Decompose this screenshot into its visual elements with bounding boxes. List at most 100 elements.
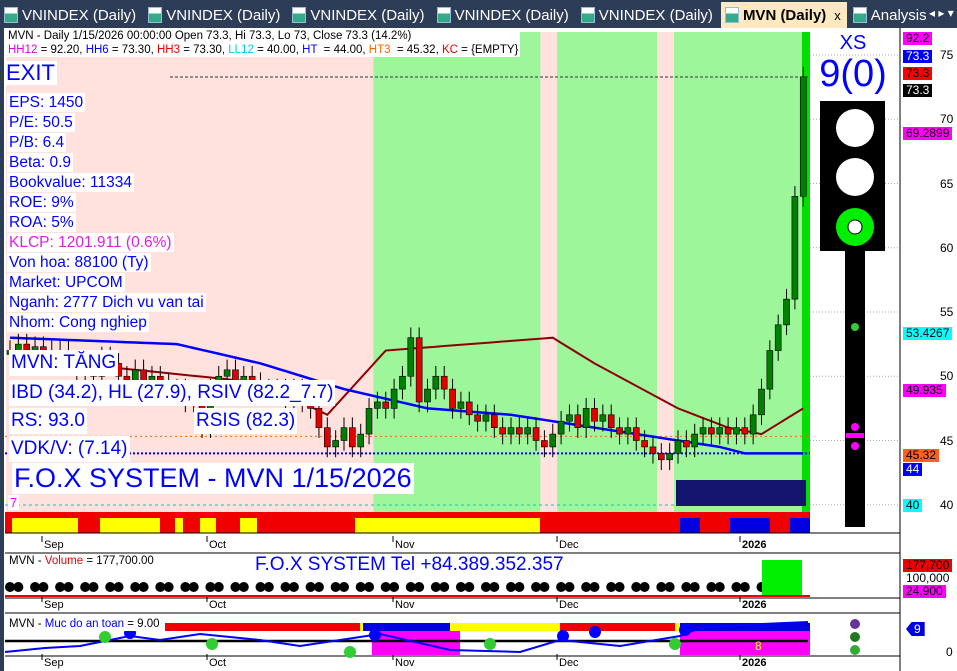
safety-name: Muc do an toan: [44, 618, 125, 630]
tab-6[interactable]: Analysis1: [849, 2, 926, 28]
volume-dot: [681, 582, 692, 592]
candle-body: [549, 433, 557, 448]
candle-body: [390, 388, 398, 409]
fundamental-item: Bookvalue: 11334: [7, 173, 134, 192]
volume-dot: [514, 582, 525, 592]
volume-dot: [238, 582, 249, 592]
candle-body: [499, 427, 506, 435]
safety-dot: [669, 638, 681, 650]
light-off: [836, 158, 874, 196]
candle-body: [524, 427, 532, 435]
candle-body: [332, 440, 339, 448]
time-label: Dec: [559, 599, 579, 611]
chart-icon: [580, 7, 595, 23]
rs-label: RS: 93.0: [9, 408, 87, 434]
time-label: Nov: [395, 657, 415, 669]
volume-dot: [455, 582, 466, 592]
fundamental-item: Beta: 0.9: [7, 153, 74, 172]
volume-dot: [739, 582, 750, 592]
tab-0[interactable]: VNINDEX (Daily): [0, 2, 142, 28]
price-tag: 69.2899: [903, 127, 953, 141]
candle-body: [749, 414, 757, 435]
safety-value: = 9.00: [124, 618, 160, 630]
signal-yellow: [100, 518, 160, 533]
price-tag: 53.4267: [903, 326, 953, 340]
close-tab-button[interactable]: x: [834, 7, 841, 23]
candle-body: [340, 427, 348, 441]
volume-dot: [88, 582, 99, 592]
fundamental-item: P/B: 6.4: [7, 133, 67, 152]
light-green-center: [847, 219, 863, 235]
time-label: 2026: [742, 657, 766, 669]
tab-4[interactable]: VNINDEX (Daily): [577, 2, 719, 28]
pole-dot: [851, 323, 859, 331]
price-tick: 50: [940, 369, 954, 384]
indicator-part: HT: [302, 44, 318, 56]
background-zone: [557, 32, 658, 512]
candle-body: [708, 427, 715, 435]
candle-body: [541, 440, 548, 448]
candle-body: [657, 453, 665, 461]
time-label: Oct: [209, 599, 226, 611]
time-label: Nov: [395, 599, 415, 611]
volume-dot: [439, 582, 450, 592]
candle-body: [791, 196, 799, 300]
candle-body: [357, 433, 365, 448]
tab-bar: VNINDEX (Daily) VNINDEX (Daily) VNINDEX (D…: [0, 0, 926, 28]
price-tick: 40: [940, 497, 954, 512]
volume-dot: [138, 582, 149, 592]
trend-label: MVN: TĂNG: [9, 350, 119, 376]
price-tag: 73.3: [903, 50, 933, 64]
signal-label: XS: [839, 32, 867, 54]
indicator-part: HH12: [8, 44, 38, 56]
volume-dot: [263, 582, 274, 592]
safety-label: MVN - Muc do an toan = 9.00: [7, 618, 162, 631]
small-counter: 7: [8, 495, 20, 510]
volume-tag: 24,900: [903, 585, 946, 598]
contact-banner: F.O.X SYSTEM Tel +84.389.352.357: [255, 554, 564, 575]
status-dot: [850, 645, 860, 655]
target-box: [676, 480, 806, 506]
price-tag: 92.2: [903, 32, 933, 46]
time-label: Sep: [44, 599, 64, 611]
price-tick: 65: [940, 176, 954, 191]
candle-body: [482, 414, 490, 422]
candle-body: [490, 414, 498, 428]
volume-dot: [364, 582, 375, 592]
tab-2[interactable]: VNINDEX (Daily): [288, 2, 430, 28]
volume-dot: [714, 582, 725, 592]
fundamental-item: EPS: 1450: [7, 93, 86, 112]
volume-dot: [330, 582, 341, 592]
candle-body: [607, 414, 615, 428]
time-label: Sep: [44, 657, 64, 669]
tab-label: VNINDEX (Daily): [454, 6, 569, 24]
tab-label: Analysis1: [870, 6, 926, 24]
candle-body: [783, 298, 790, 326]
volume-dot: [5, 582, 15, 592]
candle-body: [223, 369, 231, 377]
volume-dot: [405, 582, 416, 592]
volume-dot: [656, 582, 667, 592]
safety-dot: [99, 631, 111, 643]
pole-dot: [851, 442, 859, 450]
fundamental-item: Nhom: Cong nghiep: [7, 313, 149, 332]
volume-tag: 177,700: [903, 559, 953, 572]
tab-scroll-arrows[interactable]: ◂ ▸ ▾: [929, 6, 954, 20]
indicator-part: HH6: [85, 44, 109, 56]
tab-5[interactable]: MVN (Daily) x: [720, 2, 847, 28]
candle-body: [557, 420, 565, 435]
light-off: [836, 109, 874, 147]
safety-tag: 9: [906, 622, 925, 636]
time-label: Nov: [395, 539, 415, 551]
candle-body: [440, 375, 448, 390]
tab-3[interactable]: VNINDEX (Daily): [433, 2, 575, 28]
price-tag: 44: [903, 462, 923, 476]
candle-body: [424, 388, 431, 403]
tab-1[interactable]: VNINDEX (Daily): [144, 2, 286, 28]
indicator-part: = {EMPTY}: [457, 44, 519, 56]
safety-dot: [557, 630, 569, 642]
safety-blue: [680, 623, 810, 631]
candle-body: [507, 427, 515, 435]
candle-body: [733, 427, 740, 435]
